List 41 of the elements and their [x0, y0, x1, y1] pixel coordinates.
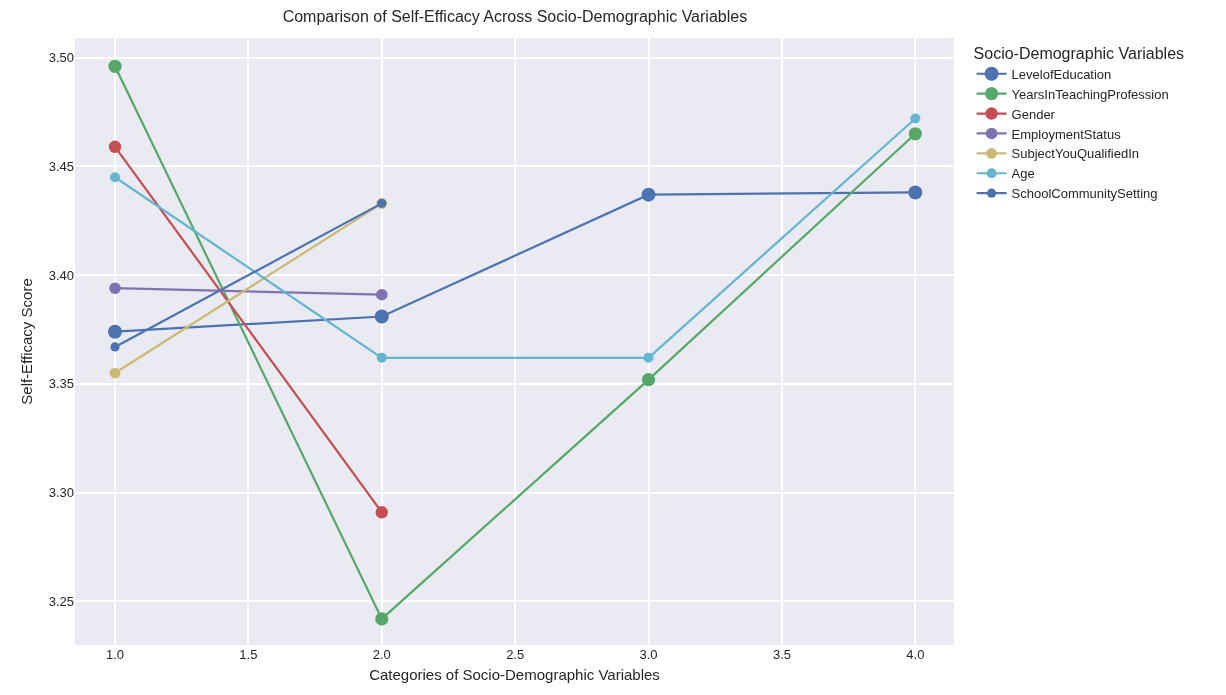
- point: [643, 352, 654, 363]
- point: [910, 113, 921, 124]
- point: [108, 140, 122, 153]
- point: [375, 506, 388, 519]
- point: [375, 612, 389, 626]
- x-tick-label: 3.0: [639, 647, 658, 662]
- point: [908, 185, 923, 200]
- x-tick-label: 3.5: [772, 647, 791, 662]
- y-tick-label: 3.50: [48, 50, 74, 66]
- y-tick-label: 3.45: [48, 158, 74, 174]
- point: [109, 282, 121, 294]
- point: [109, 367, 121, 379]
- y-tick-label: 3.35: [48, 376, 74, 392]
- legend-label: EmploymentStatus: [1011, 126, 1122, 142]
- x-tick-label: 2.0: [372, 647, 391, 662]
- x-tick-label: 4.0: [906, 647, 925, 662]
- point: [374, 309, 389, 324]
- point: [110, 172, 121, 183]
- point: [108, 59, 122, 73]
- legend-title: Socio-Demographic Variables: [973, 44, 1185, 62]
- x-tick-label: 1.0: [105, 647, 125, 662]
- legend-label: SubjectYouQualifiedIn: [1011, 146, 1140, 162]
- point: [376, 352, 387, 363]
- point: [108, 324, 123, 339]
- point: [641, 372, 656, 387]
- point: [908, 127, 922, 141]
- point: [641, 187, 656, 202]
- y-tick-label: 3.30: [48, 485, 74, 501]
- chart-title: Comparison of Self-Efficacy Across Socio-Demographic Variables: [282, 7, 748, 25]
- y-axis-title: Self-Efficacy Score: [17, 278, 35, 405]
- x-tick-label: 2.5: [506, 647, 525, 662]
- legend-label: Age: [1011, 166, 1035, 182]
- legend-label: YearsInTeachingProfession: [1011, 86, 1169, 102]
- point: [375, 288, 388, 301]
- x-tick-label: 1.5: [239, 647, 258, 662]
- y-tick-label: 3.25: [48, 594, 74, 610]
- y-tick-label: 3.40: [48, 267, 74, 283]
- legend-label: LevelofEducation: [1011, 66, 1112, 82]
- legend-label: Gender: [1011, 106, 1056, 122]
- legend-label: SchoolCommunitySetting: [1011, 186, 1158, 202]
- x-axis-title: Categories of Socio-Demographic Variables: [369, 666, 660, 683]
